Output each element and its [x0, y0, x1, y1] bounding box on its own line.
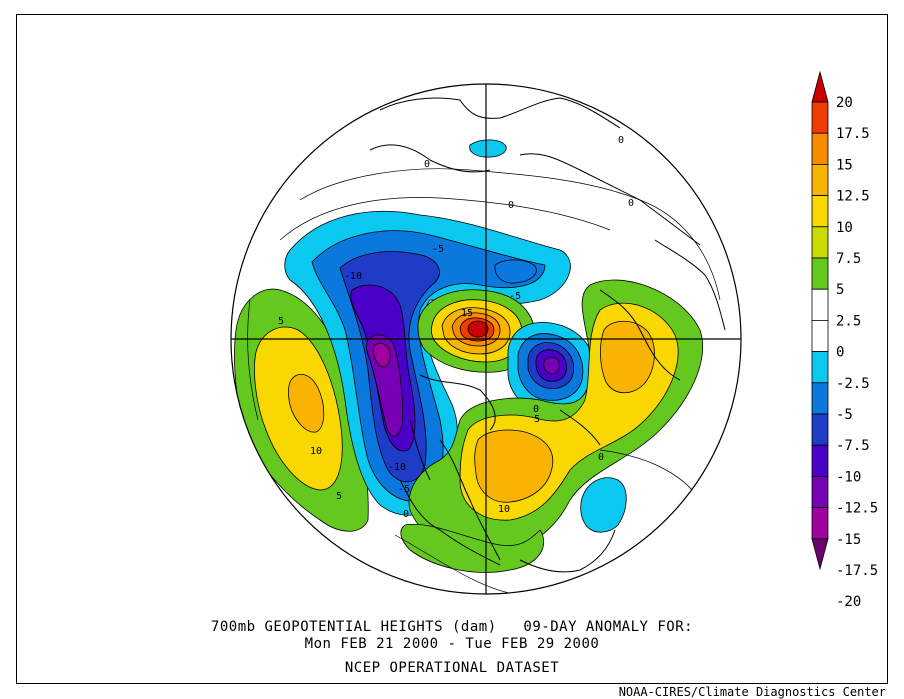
colorbar-swatch — [811, 475, 829, 508]
colorbar-swatch — [811, 382, 829, 415]
colorbar-swatch — [811, 413, 829, 446]
north-blob-low — [469, 139, 507, 158]
contour-label: -10 — [388, 462, 406, 473]
colorbar-label: 5 — [836, 282, 844, 298]
colorbar: 20 17.5 15 12.5 10 7.5 5 2.5 0 -2.5 -5 -7.5 -10 -12.5… — [811, 70, 878, 610]
colorbar-swatch — [811, 101, 829, 134]
credit-text: NOAA-CIRES/Climate Diagnostics Center — [618, 685, 886, 699]
contour-label: 0 — [598, 452, 604, 463]
contour-label: 0 — [628, 198, 634, 209]
colorbar-label: -5 — [836, 407, 853, 423]
contour-label: -5 — [432, 244, 444, 255]
colorbar-label: 0 — [836, 345, 844, 361]
contour-label: -10 — [344, 271, 362, 282]
title-line-3: NCEP OPERATIONAL DATASET — [344, 660, 560, 676]
colorbar-label: 10 — [836, 220, 853, 236]
contour-label: 5 — [534, 414, 540, 425]
contour-label: 0 — [533, 404, 539, 415]
colorbar-swatch — [811, 132, 829, 165]
contour-label: -5 — [398, 484, 410, 495]
pacific-se-low-blue — [580, 477, 627, 533]
plot-frame — [16, 14, 888, 684]
contour-label: 0 — [403, 509, 409, 520]
colorbar-swatch — [811, 195, 829, 228]
colorbar-label: 15 — [836, 157, 853, 173]
labrador-low-core — [543, 356, 560, 375]
colorbar-label: 20 — [836, 95, 853, 111]
colorbar-swatch — [811, 444, 829, 477]
contour-label: 0 — [508, 200, 514, 211]
coastlines — [369, 97, 726, 573]
colorbar-label: 17.5 — [836, 126, 870, 142]
colorbar-label: 12.5 — [836, 189, 870, 205]
colorbar-label: -7.5 — [836, 438, 870, 454]
contour-label: 5 — [336, 491, 342, 502]
contour-label: 10 — [498, 504, 510, 515]
colorbar-label: -20 — [836, 594, 861, 610]
colorbar-label: -15 — [836, 532, 861, 548]
pacific-ridge-orange — [288, 374, 325, 433]
colorbar-label: -10 — [836, 469, 861, 485]
colorbar-swatch — [811, 319, 829, 352]
arctic-high-core — [467, 320, 489, 338]
colorbar-label: -12.5 — [836, 501, 878, 517]
contour-label: 0 — [424, 159, 430, 170]
colorbar-label: 2.5 — [836, 313, 861, 329]
anomaly-field — [234, 139, 721, 594]
title-line-2: Mon FEB 21 2000 - Tue FEB 29 2000 — [304, 636, 600, 652]
contour-label: 15 — [461, 308, 473, 319]
colorbar-swatch — [811, 507, 829, 540]
western-trough-core — [372, 342, 391, 368]
contour-label: 5 — [278, 316, 284, 327]
colorbar-swatch — [811, 257, 829, 290]
colorbar-swatch — [811, 163, 829, 196]
colorbar-label: 7.5 — [836, 251, 861, 267]
contour-labels: 0 0 0 0 -5 -10 15 -5 5 10 5 -10 -5 0 0 5… — [278, 135, 634, 520]
contour-label: -5 — [509, 291, 521, 302]
contour-label: 10 — [310, 446, 322, 457]
contour-label: 0 — [618, 135, 624, 146]
title-line-1: 700mb GEOPOTENTIAL HEIGHTS (dam) 09-DAY … — [210, 619, 694, 635]
colorbar-swatch — [811, 226, 829, 259]
colorbar-top-arrow — [811, 70, 829, 103]
southern-band-green — [400, 523, 545, 573]
colorbar-swatch — [811, 351, 829, 384]
siberia-low — [494, 259, 537, 284]
colorbar-label: -2.5 — [836, 376, 870, 392]
colorbar-bottom-arrow — [811, 538, 829, 571]
europe-high-amber — [474, 429, 554, 503]
colorbar-label: -17.5 — [836, 563, 878, 579]
colorbar-swatch — [811, 288, 829, 321]
